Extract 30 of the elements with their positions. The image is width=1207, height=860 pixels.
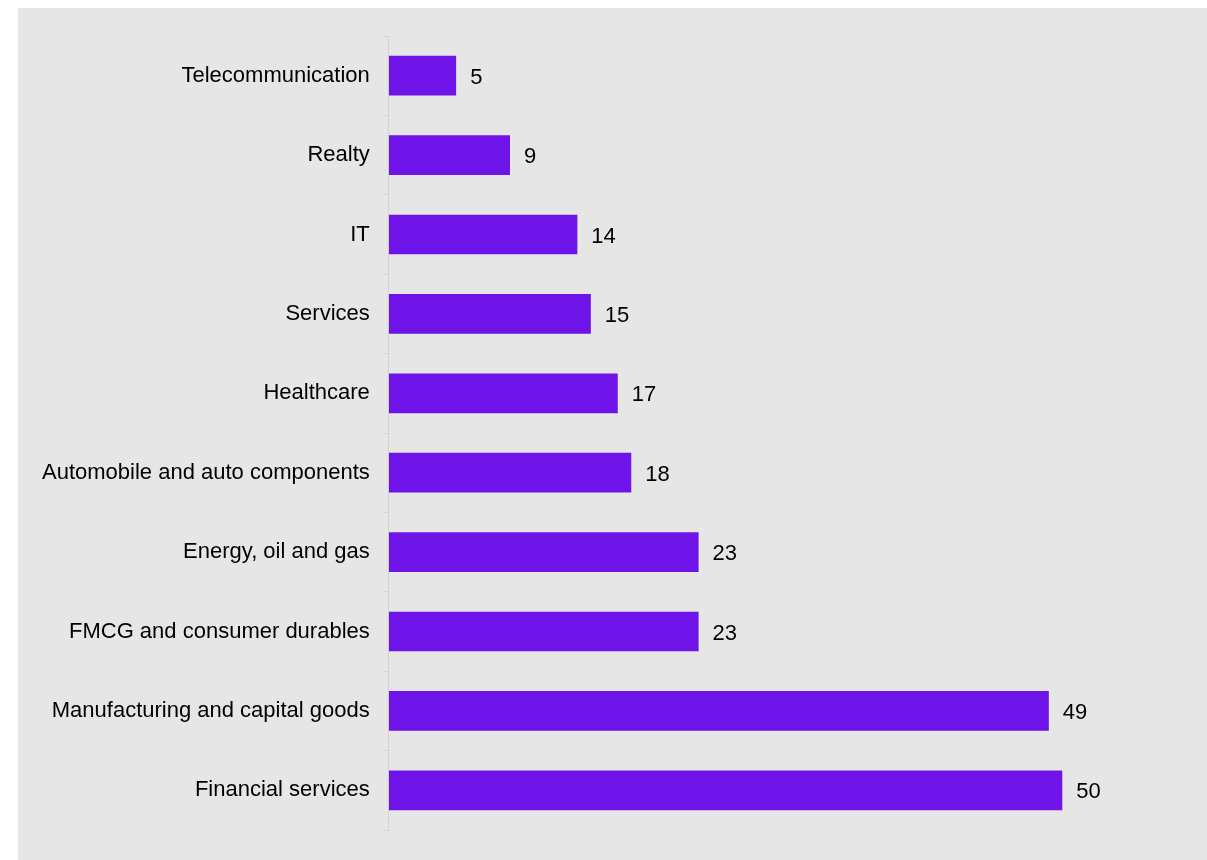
data-label: 15 [604,301,630,327]
y-tick-label: Realty [307,141,370,167]
data-label: 50 [1076,778,1101,804]
bar [388,294,591,334]
data-label: 23 [712,619,738,645]
bar [388,770,1063,811]
data-label: 14 [591,222,616,248]
y-tick-label: Healthcare [263,379,370,405]
y-tick-label: Manufacturing and capital goods [51,696,370,722]
y-tick-label: Automobile and auto components [42,458,370,484]
bar [388,611,699,652]
data-label: 9 [524,143,537,169]
data-label: 49 [1062,698,1088,724]
bar [388,55,457,96]
data-label: 18 [645,460,670,486]
bar [388,452,632,493]
y-tick-label: Telecommunication [181,61,370,87]
bar [388,214,578,255]
data-label: 5 [470,63,483,89]
y-tick-label: Energy, oil and gas [183,538,370,564]
y-tick-label: IT [350,220,370,246]
bar [388,691,1049,731]
bar [388,373,618,414]
data-label: 23 [712,540,738,566]
y-tick-label: FMCG and consumer durables [68,617,370,643]
data-label: 17 [631,381,657,407]
bar [388,532,699,572]
y-tick-label: Financial services [194,776,370,802]
y-tick-label: Services [285,299,370,325]
bar [388,135,511,175]
